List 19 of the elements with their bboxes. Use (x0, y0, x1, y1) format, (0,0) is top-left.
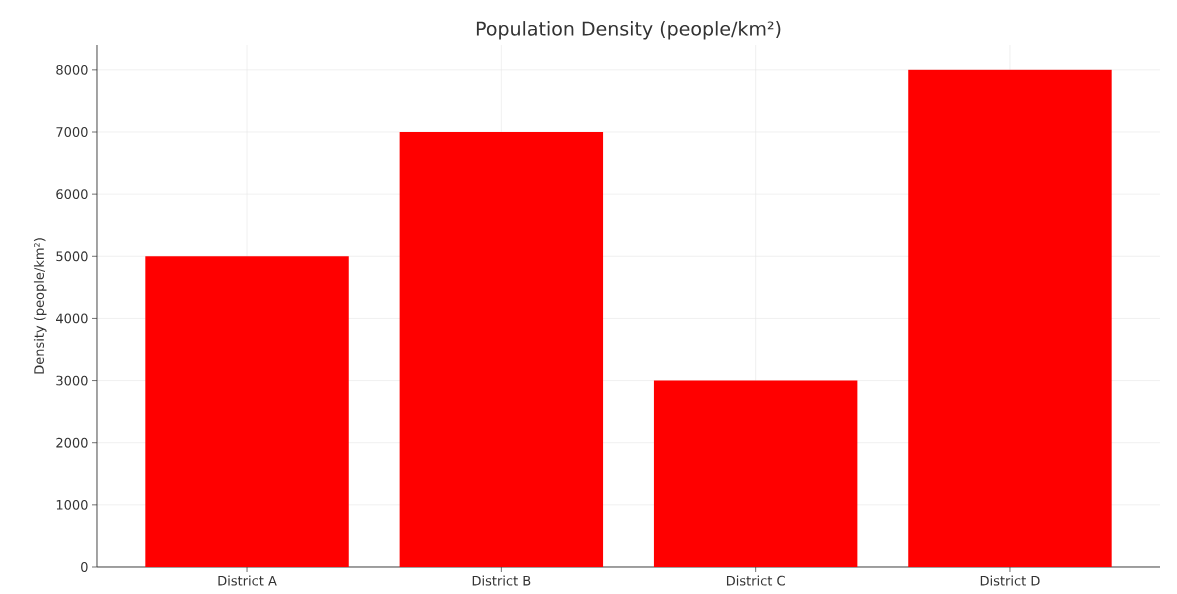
bar (653, 380, 858, 567)
y-tick-label: 0 (81, 562, 88, 572)
y-tick-label: 6000 (56, 189, 88, 200)
x-tick-label: District B (472, 575, 531, 586)
x-tick-label: District D (980, 575, 1040, 586)
y-tick-label: 7000 (56, 127, 88, 137)
y-axis-title: Density (people/km²) (33, 238, 47, 374)
bar (145, 256, 349, 567)
y-tick-label: 3000 (56, 375, 88, 386)
bar (399, 132, 604, 567)
y-tick-label: 5000 (56, 251, 88, 262)
x-tick-label: District C (726, 575, 785, 586)
chart-title: Population Density (people/km²) (476, 21, 781, 40)
y-tick-label: 8000 (56, 64, 88, 75)
y-tick-label: 1000 (56, 499, 88, 510)
y-tick-label: 4000 (56, 313, 88, 324)
y-tick-label: 2000 (56, 437, 88, 448)
x-tick-label: District A (218, 575, 277, 586)
bar (908, 69, 1112, 567)
